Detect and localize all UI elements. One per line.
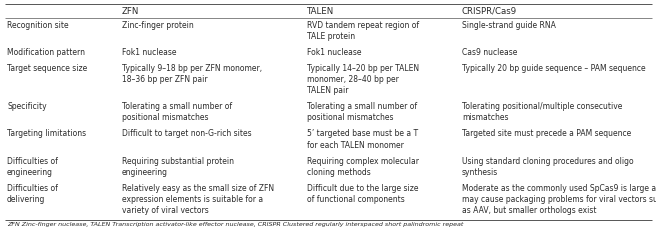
Text: Fok1 nuclease: Fok1 nuclease (122, 48, 176, 57)
Text: Difficulties of
delivering: Difficulties of delivering (7, 184, 58, 204)
Text: Relatively easy as the small size of ZFN
expression elements is suitable for a
v: Relatively easy as the small size of ZFN… (122, 184, 274, 215)
Text: Tolerating positional/multiple consecutive
mismatches: Tolerating positional/multiple consecuti… (462, 102, 623, 122)
Text: Zinc-finger protein: Zinc-finger protein (122, 20, 194, 30)
Text: Fok1 nuclease: Fok1 nuclease (307, 48, 361, 57)
Text: Using standard cloning procedures and oligo
synthesis: Using standard cloning procedures and ol… (462, 157, 634, 177)
Text: Difficult due to the large size
of functional components: Difficult due to the large size of funct… (307, 184, 419, 204)
Text: Typically 9–18 bp per ZFN monomer,
18–36 bp per ZFN pair: Typically 9–18 bp per ZFN monomer, 18–36… (122, 64, 262, 84)
Text: Difficulties of
engineering: Difficulties of engineering (7, 157, 58, 177)
Text: CRISPR/Cas9: CRISPR/Cas9 (462, 6, 517, 15)
Text: 5’ targeted base must be a T
for each TALEN monomer: 5’ targeted base must be a T for each TA… (307, 129, 418, 150)
Text: ZFN: ZFN (122, 6, 139, 15)
Text: Tolerating a small number of
positional mismatches: Tolerating a small number of positional … (122, 102, 232, 122)
Text: Targeting limitations: Targeting limitations (7, 129, 86, 138)
Text: RVD tandem repeat region of
TALE protein: RVD tandem repeat region of TALE protein (307, 20, 419, 41)
Text: TALEN: TALEN (307, 6, 335, 15)
Text: Cas9 nuclease: Cas9 nuclease (462, 48, 518, 57)
Text: Moderate as the commonly used SpCas9 is large and
may cause packaging problems f: Moderate as the commonly used SpCas9 is … (462, 184, 656, 215)
Text: Requiring complex molecular
cloning methods: Requiring complex molecular cloning meth… (307, 157, 419, 177)
Text: Requiring substantial protein
engineering: Requiring substantial protein engineerin… (122, 157, 234, 177)
Text: Tolerating a small number of
positional mismatches: Tolerating a small number of positional … (307, 102, 417, 122)
Text: Single-strand guide RNA: Single-strand guide RNA (462, 20, 556, 30)
Text: Target sequence size: Target sequence size (7, 64, 87, 73)
Text: Modification pattern: Modification pattern (7, 48, 85, 57)
Text: Typically 14–20 bp per TALEN
monomer, 28–40 bp per
TALEN pair: Typically 14–20 bp per TALEN monomer, 28… (307, 64, 419, 95)
Text: Typically 20 bp guide sequence – PAM sequence: Typically 20 bp guide sequence – PAM seq… (462, 64, 646, 73)
Text: ZFN Zinc-finger nuclease, TALEN Transcription activator-like effector nuclease, : ZFN Zinc-finger nuclease, TALEN Transcri… (7, 222, 463, 227)
Text: Targeted site must precede a PAM sequence: Targeted site must precede a PAM sequenc… (462, 129, 631, 138)
Text: Recognition site: Recognition site (7, 20, 69, 30)
Text: Difficult to target non-G-rich sites: Difficult to target non-G-rich sites (122, 129, 252, 138)
Text: Specificity: Specificity (7, 102, 47, 111)
